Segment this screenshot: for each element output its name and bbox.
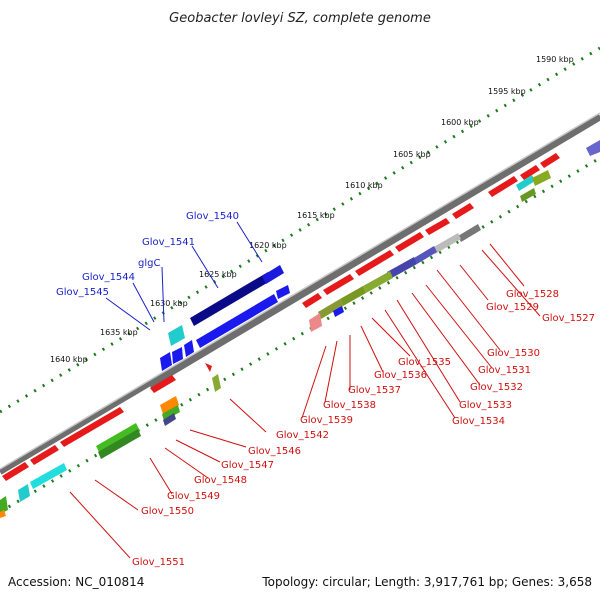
gene-arrow [302, 293, 322, 308]
tick-label-1635: 1635 kbp [100, 328, 138, 337]
gene-indigo [387, 257, 417, 279]
tick-label-1605: 1605 kbp [393, 150, 431, 159]
gene-olive-1 [363, 271, 393, 293]
tick-label-1610: 1610 kbp [345, 181, 383, 190]
gene-arrow [150, 375, 176, 393]
gene-glov-1541 [196, 294, 278, 348]
gene-glov-1540 [190, 272, 272, 326]
label-glov-1538: Glov_1538 [323, 400, 376, 411]
gene-cyan-short [18, 484, 30, 502]
gene-arrow [2, 462, 29, 481]
gene-slate [414, 246, 437, 264]
tick-label-1595: 1595 kbp [488, 87, 526, 96]
gene-glov-1545b [184, 340, 194, 357]
gene-edge-orange [0, 510, 6, 518]
gene-arrow [540, 153, 560, 168]
gene-glgc [276, 285, 290, 299]
tick-label-1625: 1625 kbp [199, 270, 237, 279]
label-glov-1546: Glov_1546 [248, 446, 301, 457]
gene-olive-small-2 [212, 374, 221, 392]
gene-blue-small [333, 306, 344, 317]
label-glov-1528: Glov_1528 [506, 289, 559, 300]
topology-text: Topology: circular; Length: 3,917,761 bp… [261, 575, 592, 589]
label-glov-1551: Glov_1551 [132, 557, 185, 568]
label-glov-1527: Glov_1527 [542, 313, 595, 324]
label-glov-1549: Glov_1549 [167, 491, 220, 502]
map-title: Geobacter lovleyi SZ, complete genome [169, 11, 431, 26]
gene-navy-small [163, 413, 176, 426]
gene-cyan-1544 [168, 325, 185, 346]
gene-orange [160, 396, 179, 414]
gene-green-dark [98, 429, 141, 459]
gene-arrow [323, 274, 354, 295]
forward-genes [2, 153, 560, 481]
label-glov-1530: Glov_1530 [487, 348, 540, 359]
accession-text: Accession: NC_010814 [8, 575, 144, 589]
genome-backbone-inner [148, 115, 600, 389]
gene-olive-small [520, 188, 536, 202]
gene-glov-1545 [172, 347, 183, 364]
gene-arrow [355, 250, 394, 276]
gene-green [96, 423, 140, 454]
outer-tick-track [0, 46, 600, 414]
label-glov-1537: Glov_1537 [348, 385, 401, 396]
gene-purple-edge [586, 140, 600, 156]
gene-arrow [60, 407, 124, 447]
tick-label-1600: 1600 kbp [441, 118, 479, 127]
label-glov-1533: Glov_1533 [459, 400, 512, 411]
gene-arrow [520, 165, 540, 180]
red-leaders [69, 243, 541, 559]
label-glov-1529: Glov_1529 [486, 302, 539, 313]
gene-glov-1540-head [262, 265, 284, 284]
tick-label-1615: 1615 kbp [297, 211, 335, 220]
label-glov-1541: Glov_1541 [142, 237, 195, 248]
label-glov-1540: Glov_1540 [186, 211, 239, 222]
gene-arrow [425, 218, 450, 235]
gene-olive-2 [340, 286, 366, 306]
tick-label-1630: 1630 kbp [150, 299, 188, 308]
gene-glov-1544 [160, 352, 172, 371]
gene-green-small [162, 405, 180, 421]
gene-pink [309, 313, 322, 332]
label-glov-1550: Glov_1550 [141, 506, 194, 517]
label-glov-1532: Glov_1532 [470, 382, 523, 393]
genome-backbone-highlight [0, 112, 600, 470]
gene-grey [458, 224, 481, 242]
tick-label-1620: 1620 kbp [249, 241, 287, 250]
label-glov-1542: Glov_1542 [276, 430, 329, 441]
label-glov-1536: Glov_1536 [374, 370, 427, 381]
gene-cyan [516, 175, 535, 191]
label-glov-1539: Glov_1539 [300, 415, 353, 426]
label-glov-1534: Glov_1534 [452, 416, 505, 427]
gene-arrow [488, 176, 518, 197]
gene-arrow [452, 203, 474, 219]
blue-leaders [105, 221, 263, 331]
label-glov-1547: Glov_1547 [221, 460, 274, 471]
inner-tick-track [0, 156, 600, 514]
label-glgc: glgC [138, 258, 160, 269]
tick-label-1640: 1640 kbp [50, 355, 88, 364]
label-glov-1548: Glov_1548 [194, 475, 247, 486]
label-glov-1545: Glov_1545 [56, 287, 109, 298]
label-glov-1531: Glov_1531 [478, 365, 531, 376]
gene-red-marker [205, 363, 212, 372]
tick-label-1590: 1590 kbp [536, 55, 574, 64]
gene-lightgrey [432, 233, 461, 254]
gene-cyan-long [30, 463, 67, 489]
gene-arrow [30, 445, 59, 465]
gene-olive [532, 170, 551, 186]
gene-arrow [395, 232, 424, 252]
label-glov-1544: Glov_1544 [82, 272, 135, 283]
gene-olive-3 [318, 299, 343, 319]
label-glov-1535: Glov_1535 [398, 357, 451, 368]
gene-edge-green [0, 496, 8, 514]
